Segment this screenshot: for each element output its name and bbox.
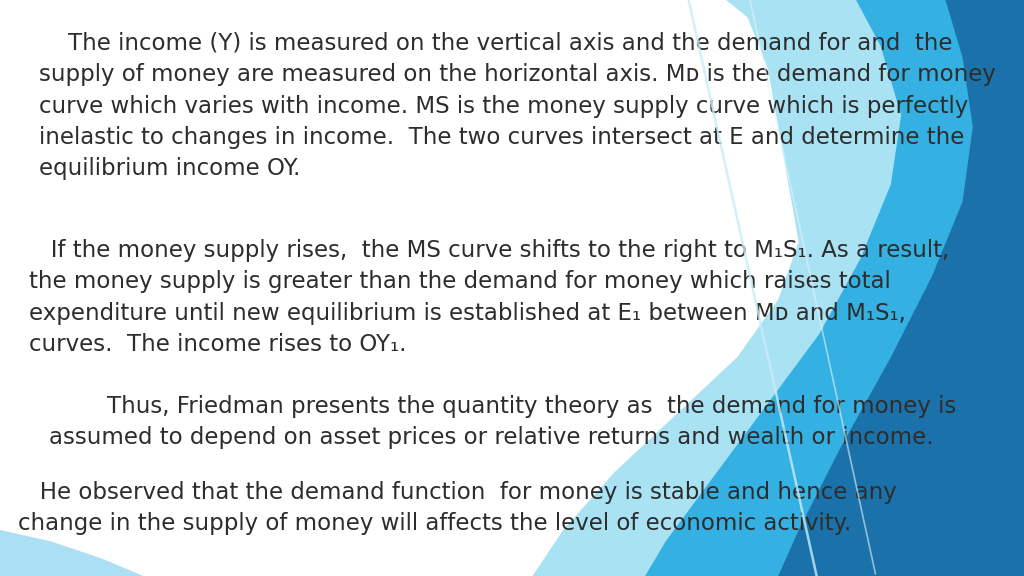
Polygon shape <box>778 0 1024 576</box>
Text: The income (Y) is measured on the vertical axis and the demand for and  the: The income (Y) is measured on the vertic… <box>39 32 952 55</box>
Text: curve which varies with income. MS is the money supply curve which is perfectly: curve which varies with income. MS is th… <box>39 94 968 118</box>
Text: If the money supply rises,  the MS curve shifts to the right to M₁S₁. As a resul: If the money supply rises, the MS curve … <box>29 239 949 262</box>
Text: change in the supply of money will affects the level of economic activity.: change in the supply of money will affec… <box>18 513 852 535</box>
Text: equilibrium income OY.: equilibrium income OY. <box>39 157 300 180</box>
Text: assumed to depend on asset prices or relative returns and wealth or income.: assumed to depend on asset prices or rel… <box>49 426 934 449</box>
Text: the money supply is greater than the demand for money which raises total: the money supply is greater than the dem… <box>29 271 891 293</box>
Polygon shape <box>0 530 143 576</box>
Text: He observed that the demand function  for money is stable and hence any: He observed that the demand function for… <box>18 481 897 504</box>
Polygon shape <box>645 0 1024 576</box>
Text: supply of money are measured on the horizontal axis. Mᴅ is the demand for money: supply of money are measured on the hori… <box>39 63 995 86</box>
Polygon shape <box>532 0 1024 576</box>
Text: inelastic to changes in income.  The two curves intersect at E and determine the: inelastic to changes in income. The two … <box>39 126 965 149</box>
Text: expenditure until new equilibrium is established at E₁ between Mᴅ and M₁S₁,: expenditure until new equilibrium is est… <box>29 302 905 325</box>
Text: curves.  The income rises to OY₁.: curves. The income rises to OY₁. <box>29 334 407 357</box>
Text: Thus, Friedman presents the quantity theory as  the demand for money is: Thus, Friedman presents the quantity the… <box>49 395 956 418</box>
